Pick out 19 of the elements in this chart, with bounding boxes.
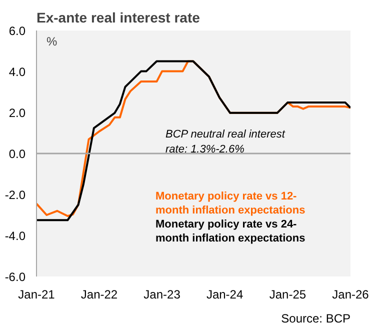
- x-tick-label: Jan-25: [269, 288, 306, 302]
- text: Monetary policy rate vs 24-month inflation expectations: [156, 218, 306, 244]
- y-tick-label: 6.0: [8, 24, 26, 38]
- chart-title: Ex-ante real interest rate: [36, 10, 200, 26]
- y-axis-title: %: [46, 34, 58, 48]
- y-tick-label: 4.0: [8, 65, 26, 79]
- y-tick-label: -6.0: [4, 270, 26, 284]
- y-tick-label: 2.0: [8, 106, 26, 120]
- x-tick-label: Jan-21: [18, 288, 56, 302]
- source-note: Source: BCP: [281, 312, 351, 326]
- y-tick-label: -2.0: [4, 188, 26, 202]
- x-tick-label: Jan-24: [206, 288, 244, 302]
- x-tick-label: Jan-22: [80, 288, 118, 302]
- y-tick-label: -4.0: [4, 229, 26, 243]
- y-tick-label: 0.0: [8, 147, 26, 161]
- x-tick-label: Jan-26: [332, 288, 370, 302]
- text: Monetary policy rate vs 12-month inflation expectations: [156, 190, 306, 216]
- annotation: BCP neutral real interest rate: 1.3%-2.6%: [166, 128, 286, 156]
- x-tick-label: Jan-23: [144, 288, 181, 302]
